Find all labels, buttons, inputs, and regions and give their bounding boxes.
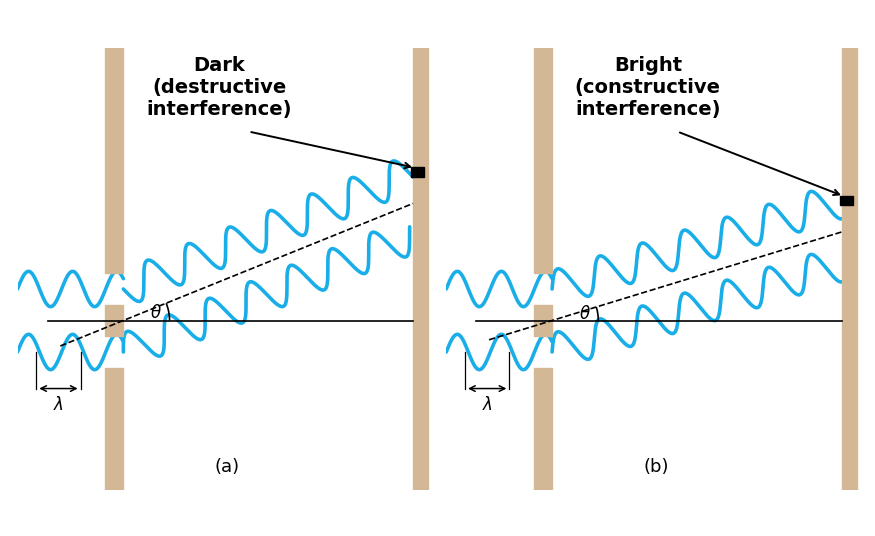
Text: Bright
(constructive
interference): Bright (constructive interference): [575, 56, 721, 119]
Text: θ: θ: [580, 305, 590, 323]
Text: λ: λ: [53, 396, 63, 414]
Text: θ: θ: [150, 304, 161, 322]
Text: (a): (a): [215, 458, 240, 476]
Text: (b): (b): [643, 458, 669, 476]
Polygon shape: [840, 196, 853, 205]
Polygon shape: [411, 167, 424, 176]
Text: λ: λ: [482, 396, 492, 414]
Text: Dark
(destructive
interference): Dark (destructive interference): [146, 56, 292, 119]
